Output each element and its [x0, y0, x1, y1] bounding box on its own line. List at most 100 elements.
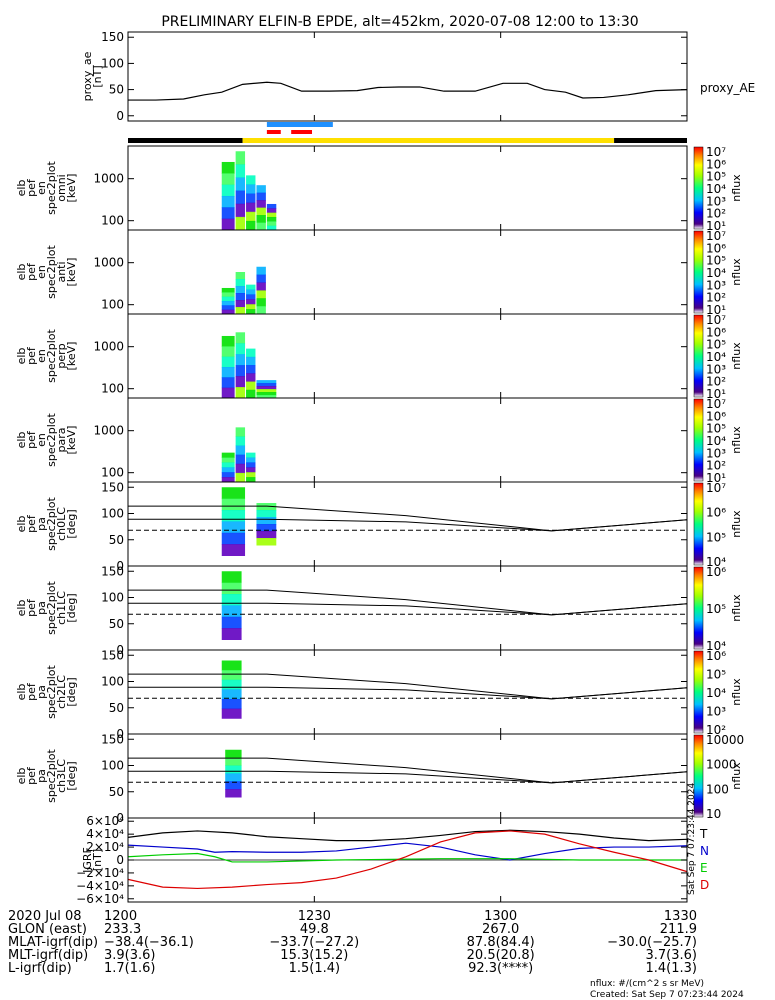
colorbar-tick: 10⁵ [706, 422, 726, 436]
heatmap-cell [256, 531, 277, 539]
series-line-D [127, 830, 688, 890]
colorbar-label: nflux [730, 258, 743, 286]
y-axis-label: proxy_ae[nT] [81, 51, 104, 101]
anti-loss-cone-line [128, 518, 688, 532]
y-label-line: spec2plot [45, 497, 58, 551]
heatmap-cell [246, 381, 256, 391]
heatmap-cell [256, 185, 266, 194]
colorbar [693, 230, 704, 314]
y-label-line: omni [55, 174, 68, 201]
colorbar-tick: 10⁷ [706, 145, 726, 159]
legend-T: T [699, 827, 708, 841]
y-tick-label: 150 [101, 732, 124, 746]
heatmap-cell [221, 532, 246, 545]
heatmap-cell [221, 571, 242, 584]
heatmap-cell [221, 699, 242, 710]
panel-pa_ch3: 10 100 1000 10000 nflux 0 50 100 150 [101, 732, 744, 825]
heatmap-cell [221, 218, 235, 231]
legend-D: D [700, 878, 709, 892]
y-tick-label: 0 [116, 643, 124, 657]
footer-created: Created: Sat Sep 7 07:23:44 2024 [590, 990, 744, 1000]
y-axis-label: IGRF[nT] [81, 847, 104, 873]
heatmap-cell [221, 467, 235, 473]
heatmap-cell [235, 279, 246, 287]
anti-loss-cone-line [128, 602, 688, 616]
chart-title: PRELIMINARY ELFIN-B EPDE, alt=452km, 202… [161, 14, 638, 30]
heatmap-cell [221, 544, 246, 556]
y-label-line: pef [25, 598, 38, 617]
y-tick-label: −4×10⁴ [76, 879, 124, 893]
heatmap-cell [235, 190, 246, 205]
heatmap-cell [256, 192, 266, 201]
y-tick-label: 0 [116, 559, 124, 573]
y-label-line: ch1LC [55, 591, 68, 625]
colorbar-tick: 10³ [706, 362, 726, 376]
panel-frame [127, 565, 688, 651]
y-label-line: pef [25, 346, 38, 365]
heatmap-cell [235, 376, 246, 388]
timestamp-stamp: Sat Sep 7 07:23:44 2024 [687, 783, 697, 895]
colorbar-tick: 10⁴ [706, 639, 726, 653]
y-label-line: [keV] [65, 258, 78, 287]
footer-value: 211.9 [660, 922, 697, 937]
colorbar-label: nflux [730, 426, 743, 454]
y-tick-label: 50 [109, 533, 124, 547]
heatmap-cell [235, 454, 246, 465]
y-tick-label: 0 [116, 727, 124, 741]
y-label-line: spec2plot [45, 581, 58, 635]
blue-bar [266, 122, 333, 127]
y-tick-label: 1000 [93, 424, 124, 438]
y-tick-label: 100 [101, 56, 124, 70]
colorbar-tick: 10¹ [706, 471, 726, 485]
footer-value: 49.8 [300, 922, 329, 937]
y-tick-label: 100 [101, 214, 124, 228]
y-tick-label: 50 [109, 785, 124, 799]
y-label-line: spec2plot [45, 161, 58, 215]
footer-value: 1230 [298, 909, 331, 924]
y-tick-label: 150 [101, 648, 124, 662]
y-label-line: spec2plot [45, 413, 58, 467]
footer-table: 2020 Jul 08 1200 1230 1300 1330 GLON (east) 23… [8, 909, 744, 1000]
colorbar-tick: 10⁷ [706, 229, 726, 243]
y-tick-label: 100 [101, 507, 124, 521]
heatmap-cell [246, 356, 256, 366]
heatmap-cell [221, 594, 242, 606]
y-label-line: elb [15, 180, 28, 197]
y-label-line: [keV] [65, 426, 78, 455]
heatmap-cell [235, 286, 246, 294]
colorbar [693, 146, 704, 230]
y-tick-label: 150 [101, 564, 124, 578]
colorbar-tick: 10³ [706, 278, 726, 292]
y-tick-label: 50 [109, 617, 124, 631]
heatmap-cell [235, 343, 246, 355]
heatmap-cell [221, 207, 235, 220]
heatmap-cell [246, 294, 256, 300]
heatmap-cell [221, 309, 235, 315]
heatmap-cell [235, 436, 246, 447]
heatmap-cell [256, 538, 277, 546]
heatmap-cell [235, 427, 246, 437]
heatmap-cell [235, 216, 246, 231]
colorbar-tick: 10⁵ [706, 338, 726, 352]
heatmap-cell [221, 708, 242, 719]
heatmap-cell [221, 305, 235, 311]
y-tick-label: −2×10⁴ [76, 866, 124, 880]
y-label-line: spec2plot [45, 749, 58, 803]
heatmap-cell [235, 445, 246, 456]
colorbar-tick: 10⁴ [706, 350, 726, 364]
heatmap-cell [256, 274, 266, 284]
panel-frame [127, 649, 688, 735]
footer-units: nflux: #/(cm^2 s sr MeV) [590, 979, 704, 989]
heatmap-cell [221, 477, 235, 483]
y-tick-label: 1000 [93, 340, 124, 354]
heatmap-cell [256, 298, 266, 307]
legend-proxy-ae: proxy_AE [700, 81, 755, 95]
y-label-line: pef [25, 766, 38, 785]
y-label-line: [deg] [65, 509, 78, 538]
heatmap-cell [235, 300, 246, 308]
heatmap-cell [246, 284, 256, 291]
